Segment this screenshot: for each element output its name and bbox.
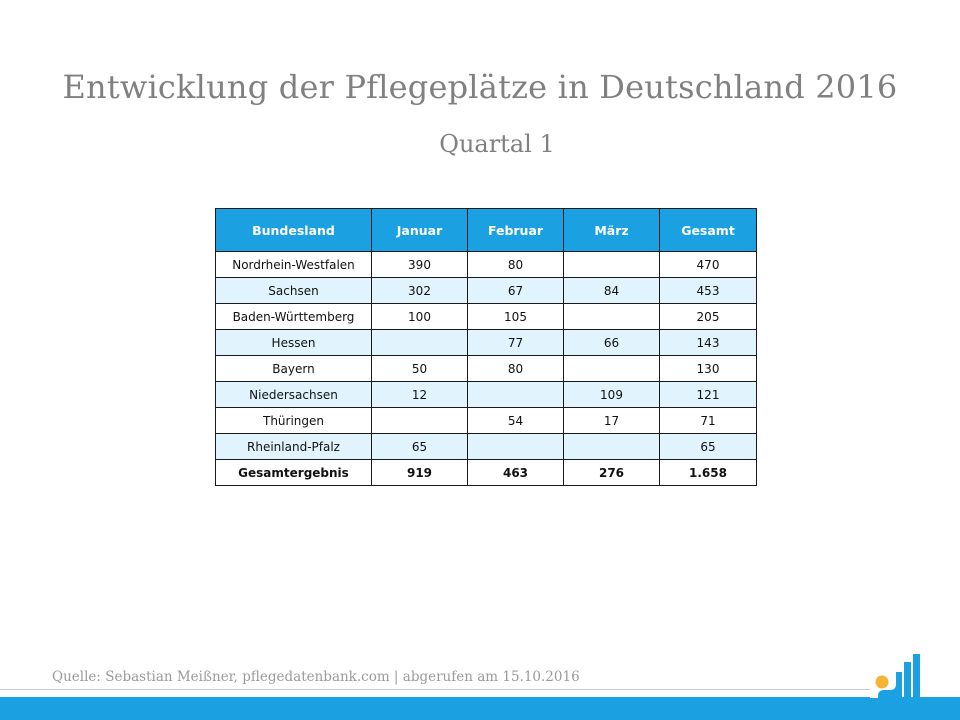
header-januar: Januar [371,208,468,252]
cell-januar: 390 [371,251,468,278]
cell-februar: 105 [467,303,564,330]
table-row: Sachsen 302 67 84 453 [215,277,757,304]
cell-maerz: 109 [563,381,660,408]
cell-bundesland: Bayern [215,355,372,382]
cell-februar: 67 [467,277,564,304]
cell-maerz [563,433,660,460]
cell-maerz: 17 [563,407,660,434]
total-januar: 919 [371,459,468,486]
total-maerz: 276 [563,459,660,486]
cell-februar: 54 [467,407,564,434]
cell-bundesland: Rheinland-Pfalz [215,433,372,460]
logo-dot-icon [875,675,889,689]
cell-gesamt: 470 [659,251,757,278]
table-row: Bayern 50 80 130 [215,355,757,382]
pflegedatenbank-logo-icon [870,654,920,720]
cell-bundesland: Nordrhein-Westfalen [215,251,372,278]
table-header-row: Bundesland Januar Februar März Gesamt [215,208,757,252]
footer-divider [0,689,880,690]
table-row: Niedersachsen 12 109 121 [215,381,757,408]
cell-gesamt: 121 [659,381,757,408]
slide-subtitle: Quartal 1 [439,130,555,158]
table-row: Baden-Württemberg 100 105 205 [215,303,757,330]
table-row: Hessen 77 66 143 [215,329,757,356]
cell-gesamt: 143 [659,329,757,356]
total-label: Gesamtergebnis [215,459,372,486]
cell-januar [371,407,468,434]
header-bundesland: Bundesland [215,208,372,252]
total-gesamt: 1.658 [659,459,757,486]
cell-februar [467,381,564,408]
cell-maerz [563,355,660,382]
cell-januar: 65 [371,433,468,460]
cell-januar: 100 [371,303,468,330]
cell-bundesland: Baden-Württemberg [215,303,372,330]
header-februar: Februar [467,208,564,252]
cell-gesamt: 130 [659,355,757,382]
header-gesamt: Gesamt [659,208,757,252]
cell-gesamt: 453 [659,277,757,304]
cell-bundesland: Sachsen [215,277,372,304]
cell-gesamt: 71 [659,407,757,434]
cell-januar: 50 [371,355,468,382]
cell-gesamt: 65 [659,433,757,460]
cell-bundesland: Niedersachsen [215,381,372,408]
cell-januar: 302 [371,277,468,304]
cell-maerz [563,303,660,330]
table-total-row: Gesamtergebnis 919 463 276 1.658 [215,459,757,486]
header-maerz: März [563,208,660,252]
footer-bar [0,697,960,720]
cell-gesamt: 205 [659,303,757,330]
source-note: Quelle: Sebastian Meißner, pflegedatenba… [52,669,580,685]
cell-januar: 12 [371,381,468,408]
cell-februar [467,433,564,460]
cell-februar: 77 [467,329,564,356]
cell-januar [371,329,468,356]
data-table: Bundesland Januar Februar März Gesamt No… [215,208,757,486]
cell-maerz: 84 [563,277,660,304]
cell-maerz: 66 [563,329,660,356]
table-row: Nordrhein-Westfalen 390 80 470 [215,251,757,278]
table-row: Thüringen 54 17 71 [215,407,757,434]
cell-maerz [563,251,660,278]
cell-februar: 80 [467,251,564,278]
cell-bundesland: Hessen [215,329,372,356]
cell-bundesland: Thüringen [215,407,372,434]
total-februar: 463 [467,459,564,486]
cell-februar: 80 [467,355,564,382]
table-row: Rheinland-Pfalz 65 65 [215,433,757,460]
slide-title: Entwicklung der Pflegeplätze in Deutschl… [62,68,898,106]
